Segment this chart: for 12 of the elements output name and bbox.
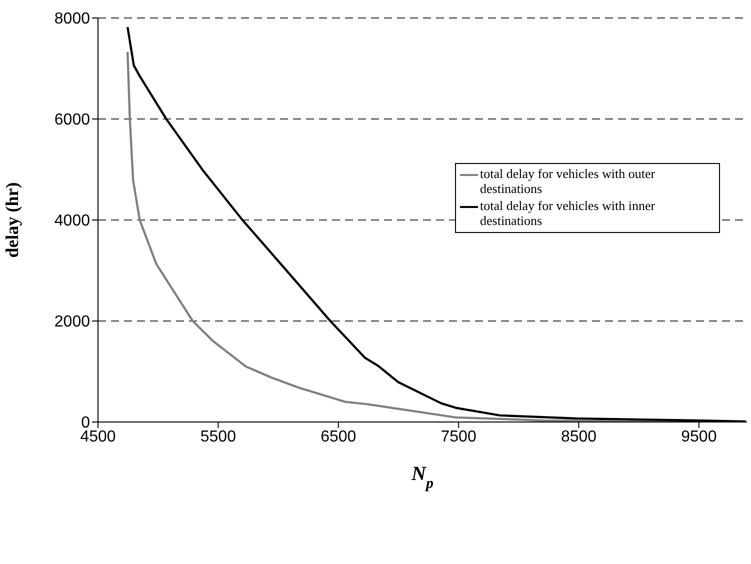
y-tick-label: 8000 [54,10,90,28]
x-tick-label: 5500 [200,428,236,446]
y-tick-label: 4000 [54,212,90,230]
legend-label: total delay for vehicles with inner destinations [480,198,656,228]
y-tick-label: 2000 [54,314,90,331]
x-axis-title: N$_{p}$ [410,463,434,492]
x-tick-label: 9500 [681,428,717,446]
x-tick-label: 7500 [440,428,476,446]
y-axis-title: delay (hr) [2,182,22,258]
y-tick-label: 6000 [54,112,90,129]
x-tick-label: 6500 [320,428,356,446]
x-tick-label: 8500 [560,428,597,446]
